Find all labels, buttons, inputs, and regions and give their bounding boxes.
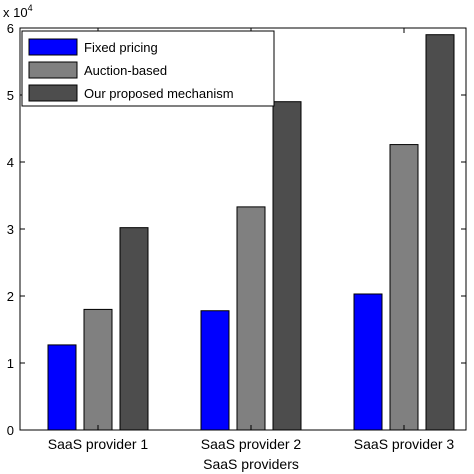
y-tick-labels: 0 1 2 3 4 5 6 [7, 21, 14, 438]
bar-auction-based-1 [83, 308, 113, 431]
bar-our-proposed-mechanism-1 [119, 227, 149, 431]
y-tick-label: 4 [7, 155, 14, 170]
x-axis-label: SaaS providers [203, 456, 299, 472]
y-tick-label: 2 [7, 289, 14, 304]
legend-label-auction-based: Auction-based [84, 63, 167, 78]
y-multiplier: x 104 [3, 3, 33, 20]
y-tick-label: 5 [7, 88, 14, 103]
legend-swatch-fixed-pricing [28, 38, 78, 56]
bar-fixed-pricing-3 [353, 293, 383, 431]
bars-group [47, 34, 455, 431]
y-tick-label: 6 [7, 21, 14, 36]
bar-auction-based-2 [236, 206, 266, 431]
legend: Fixed pricing Auction-based Our proposed… [21, 30, 275, 107]
x-tick-label: SaaS provider 1 [48, 436, 149, 452]
y-multiplier-base: x 10 [3, 5, 28, 20]
bar-our-proposed-mechanism-3 [425, 34, 455, 431]
legend-label-fixed-pricing: Fixed pricing [84, 40, 158, 55]
legend-swatch-proposed-mechanism [28, 84, 78, 102]
y-tick-label: 0 [7, 423, 14, 438]
bar-our-proposed-mechanism-2 [272, 101, 302, 431]
x-tick-label: SaaS provider 2 [201, 436, 302, 452]
legend-swatch-auction-based [28, 61, 78, 79]
legend-label-proposed-mechanism: Our proposed mechanism [84, 86, 234, 101]
y-tick-label: 3 [7, 222, 14, 237]
bar-fixed-pricing-2 [200, 310, 230, 431]
y-multiplier-exponent: 4 [28, 3, 33, 13]
bar-fixed-pricing-1 [47, 344, 77, 431]
bar-auction-based-3 [389, 144, 419, 431]
x-tick-label: SaaS provider 3 [354, 436, 455, 452]
y-tick-label: 1 [7, 356, 14, 371]
x-tick-labels: SaaS provider 1 SaaS provider 2 SaaS provi… [48, 436, 455, 452]
